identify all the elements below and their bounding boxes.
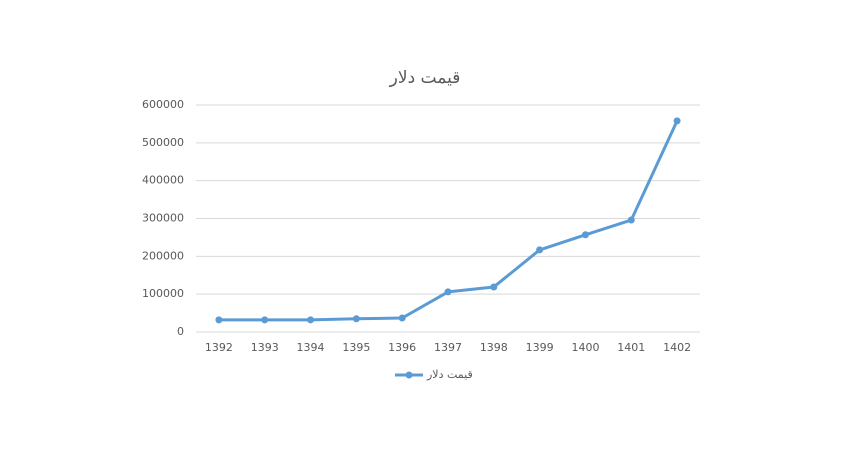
x-tick-label: 1394 [297,341,325,354]
data-point [398,314,406,322]
x-tick-label: 1399 [526,341,554,354]
data-point [444,288,452,296]
legend-label: قیمت دلار [426,368,473,381]
data-point [581,231,589,239]
legend-marker [405,371,413,379]
data-point [536,246,544,254]
x-tick-label: 1402 [663,341,691,354]
data-point [673,117,681,125]
x-tick-label: 1393 [251,341,279,354]
x-tick-label: 1400 [571,341,599,354]
y-tick-label: 0 [177,325,184,338]
y-tick-label: 300000 [142,212,184,225]
x-tick-label: 1392 [205,341,233,354]
y-tick-label: 100000 [142,287,184,300]
chart-title: قیمت دلار [389,68,461,88]
data-point [261,316,269,324]
data-point [215,316,223,324]
data-point [352,315,360,323]
x-tick-label: 1395 [342,341,370,354]
y-tick-label: 500000 [142,136,184,149]
x-tick-label: 1397 [434,341,462,354]
data-point [307,316,315,324]
y-tick-label: 400000 [142,174,184,187]
x-tick-label: 1401 [617,341,645,354]
data-point [627,216,635,224]
y-tick-label: 200000 [142,249,184,262]
x-tick-label: 1396 [388,341,416,354]
x-tick-label: 1398 [480,341,508,354]
data-point [490,283,498,291]
y-tick-label: 600000 [142,98,184,111]
